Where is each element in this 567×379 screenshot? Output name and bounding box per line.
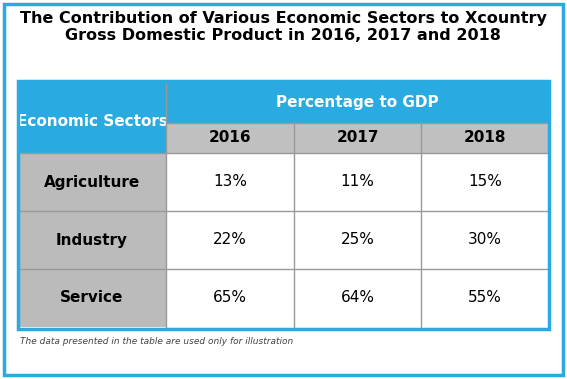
Text: 13%: 13%: [213, 174, 247, 190]
Bar: [18, 153, 166, 211]
Bar: [294, 123, 421, 153]
Text: 2017: 2017: [336, 130, 379, 146]
Bar: [421, 153, 549, 211]
Bar: [166, 81, 549, 123]
Text: The Contribution of Various Economic Sectors to Xcountry
Gross Domestic Product : The Contribution of Various Economic Sec…: [20, 11, 547, 44]
Text: 15%: 15%: [468, 174, 502, 190]
Text: 11%: 11%: [341, 174, 374, 190]
Bar: [18, 81, 549, 329]
Text: 64%: 64%: [341, 290, 374, 305]
Text: Agriculture: Agriculture: [44, 174, 140, 190]
Bar: [294, 269, 421, 327]
Text: 30%: 30%: [468, 232, 502, 247]
Text: 55%: 55%: [468, 290, 502, 305]
Bar: [18, 269, 166, 327]
Bar: [166, 153, 294, 211]
Bar: [421, 211, 549, 269]
Bar: [18, 81, 166, 153]
Text: 65%: 65%: [213, 290, 247, 305]
Bar: [166, 211, 294, 269]
Bar: [421, 269, 549, 327]
Text: Economic Sectors: Economic Sectors: [16, 113, 167, 128]
Text: Industry: Industry: [56, 232, 128, 247]
Text: 2018: 2018: [464, 130, 506, 146]
Bar: [166, 123, 294, 153]
Bar: [294, 153, 421, 211]
Bar: [294, 211, 421, 269]
Text: 25%: 25%: [341, 232, 374, 247]
Bar: [166, 269, 294, 327]
Bar: [18, 211, 166, 269]
Bar: [421, 123, 549, 153]
Text: 2016: 2016: [209, 130, 251, 146]
Text: Percentage to GDP: Percentage to GDP: [276, 94, 439, 110]
Text: Service: Service: [60, 290, 124, 305]
Text: The data presented in the table are used only for illustration: The data presented in the table are used…: [20, 337, 293, 346]
Text: 22%: 22%: [213, 232, 247, 247]
